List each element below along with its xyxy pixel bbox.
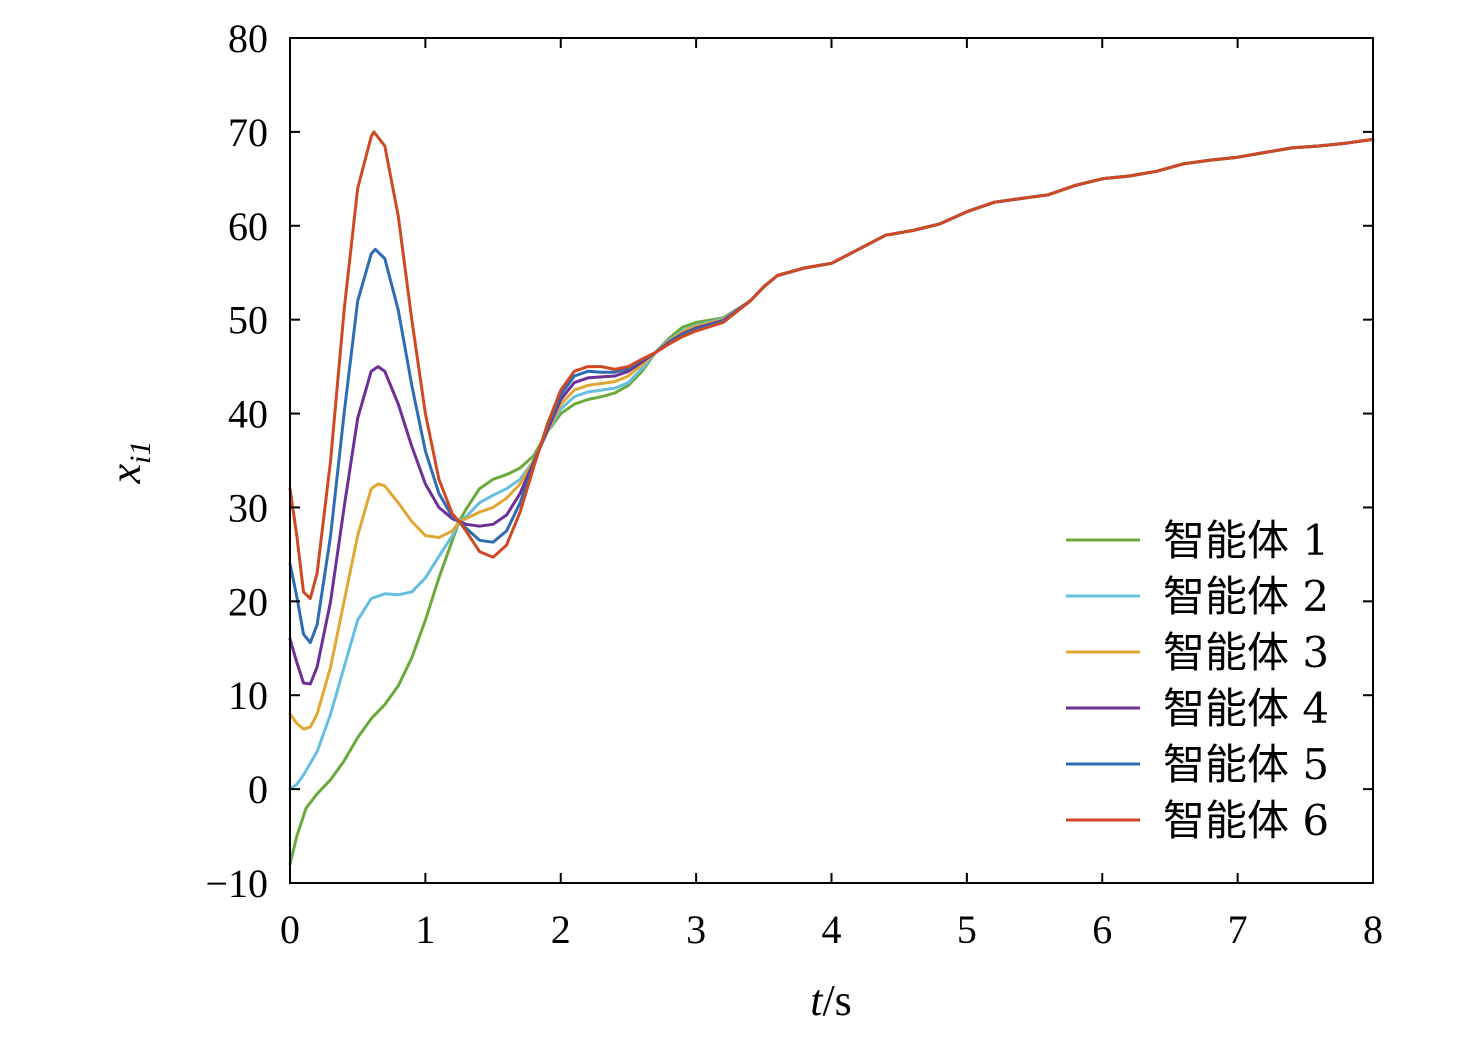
y-tick-label: 40 bbox=[228, 392, 268, 437]
y-tick-label: 80 bbox=[228, 16, 268, 61]
x-tick-label: 2 bbox=[551, 907, 571, 952]
y-tick-label: 70 bbox=[228, 110, 268, 155]
legend-label-4: 智能体 4 bbox=[1163, 684, 1329, 733]
series-layer bbox=[288, 130, 1375, 866]
y-tick-label: 50 bbox=[228, 298, 268, 343]
legend-label-3: 智能体 3 bbox=[1163, 628, 1329, 677]
legend-label-2: 智能体 2 bbox=[1163, 572, 1329, 621]
series-line-6 bbox=[288, 130, 1375, 600]
legend-label-5: 智能体 5 bbox=[1163, 740, 1329, 789]
y-axis-label: xi1 bbox=[101, 441, 157, 485]
x-axis-label: t/s bbox=[810, 976, 852, 1025]
x-tick-label: 6 bbox=[1092, 907, 1112, 952]
x-tick-label: 3 bbox=[686, 907, 706, 952]
legend: 智能体 1 智能体 2 智能体 3 智能体 4 智能体 5 智能体 6 bbox=[1066, 516, 1329, 845]
x-tick-label: 7 bbox=[1228, 907, 1248, 952]
y-tick-label: 60 bbox=[228, 204, 268, 249]
x-axis-label-italic: t bbox=[810, 976, 824, 1025]
ticks-layer: 0 1 2 3 4 5 6 7 8 −10 0 10 20 30 40 50 60 70 80 bbox=[205, 16, 1383, 952]
x-tick-label: 8 bbox=[1363, 907, 1383, 952]
legend-label-1: 智能体 1 bbox=[1163, 516, 1329, 565]
x-tick-label: 5 bbox=[957, 907, 977, 952]
y-tick-label: 0 bbox=[248, 767, 268, 812]
y-tick-label: 20 bbox=[228, 579, 268, 624]
y-tick-label: −10 bbox=[205, 861, 268, 906]
x-tick-label: 1 bbox=[415, 907, 435, 952]
y-axis-label-main: x bbox=[101, 463, 150, 484]
x-tick-label: 0 bbox=[280, 907, 300, 952]
x-axis-label-unit: /s bbox=[822, 976, 851, 1025]
y-tick-label: 30 bbox=[228, 485, 268, 530]
y-tick-label: 10 bbox=[228, 673, 268, 718]
x-tick-label: 4 bbox=[822, 907, 842, 952]
y-axis-label-subscript: i1 bbox=[124, 441, 157, 464]
legend-label-6: 智能体 6 bbox=[1163, 796, 1329, 845]
series-line-5 bbox=[288, 137, 1375, 645]
